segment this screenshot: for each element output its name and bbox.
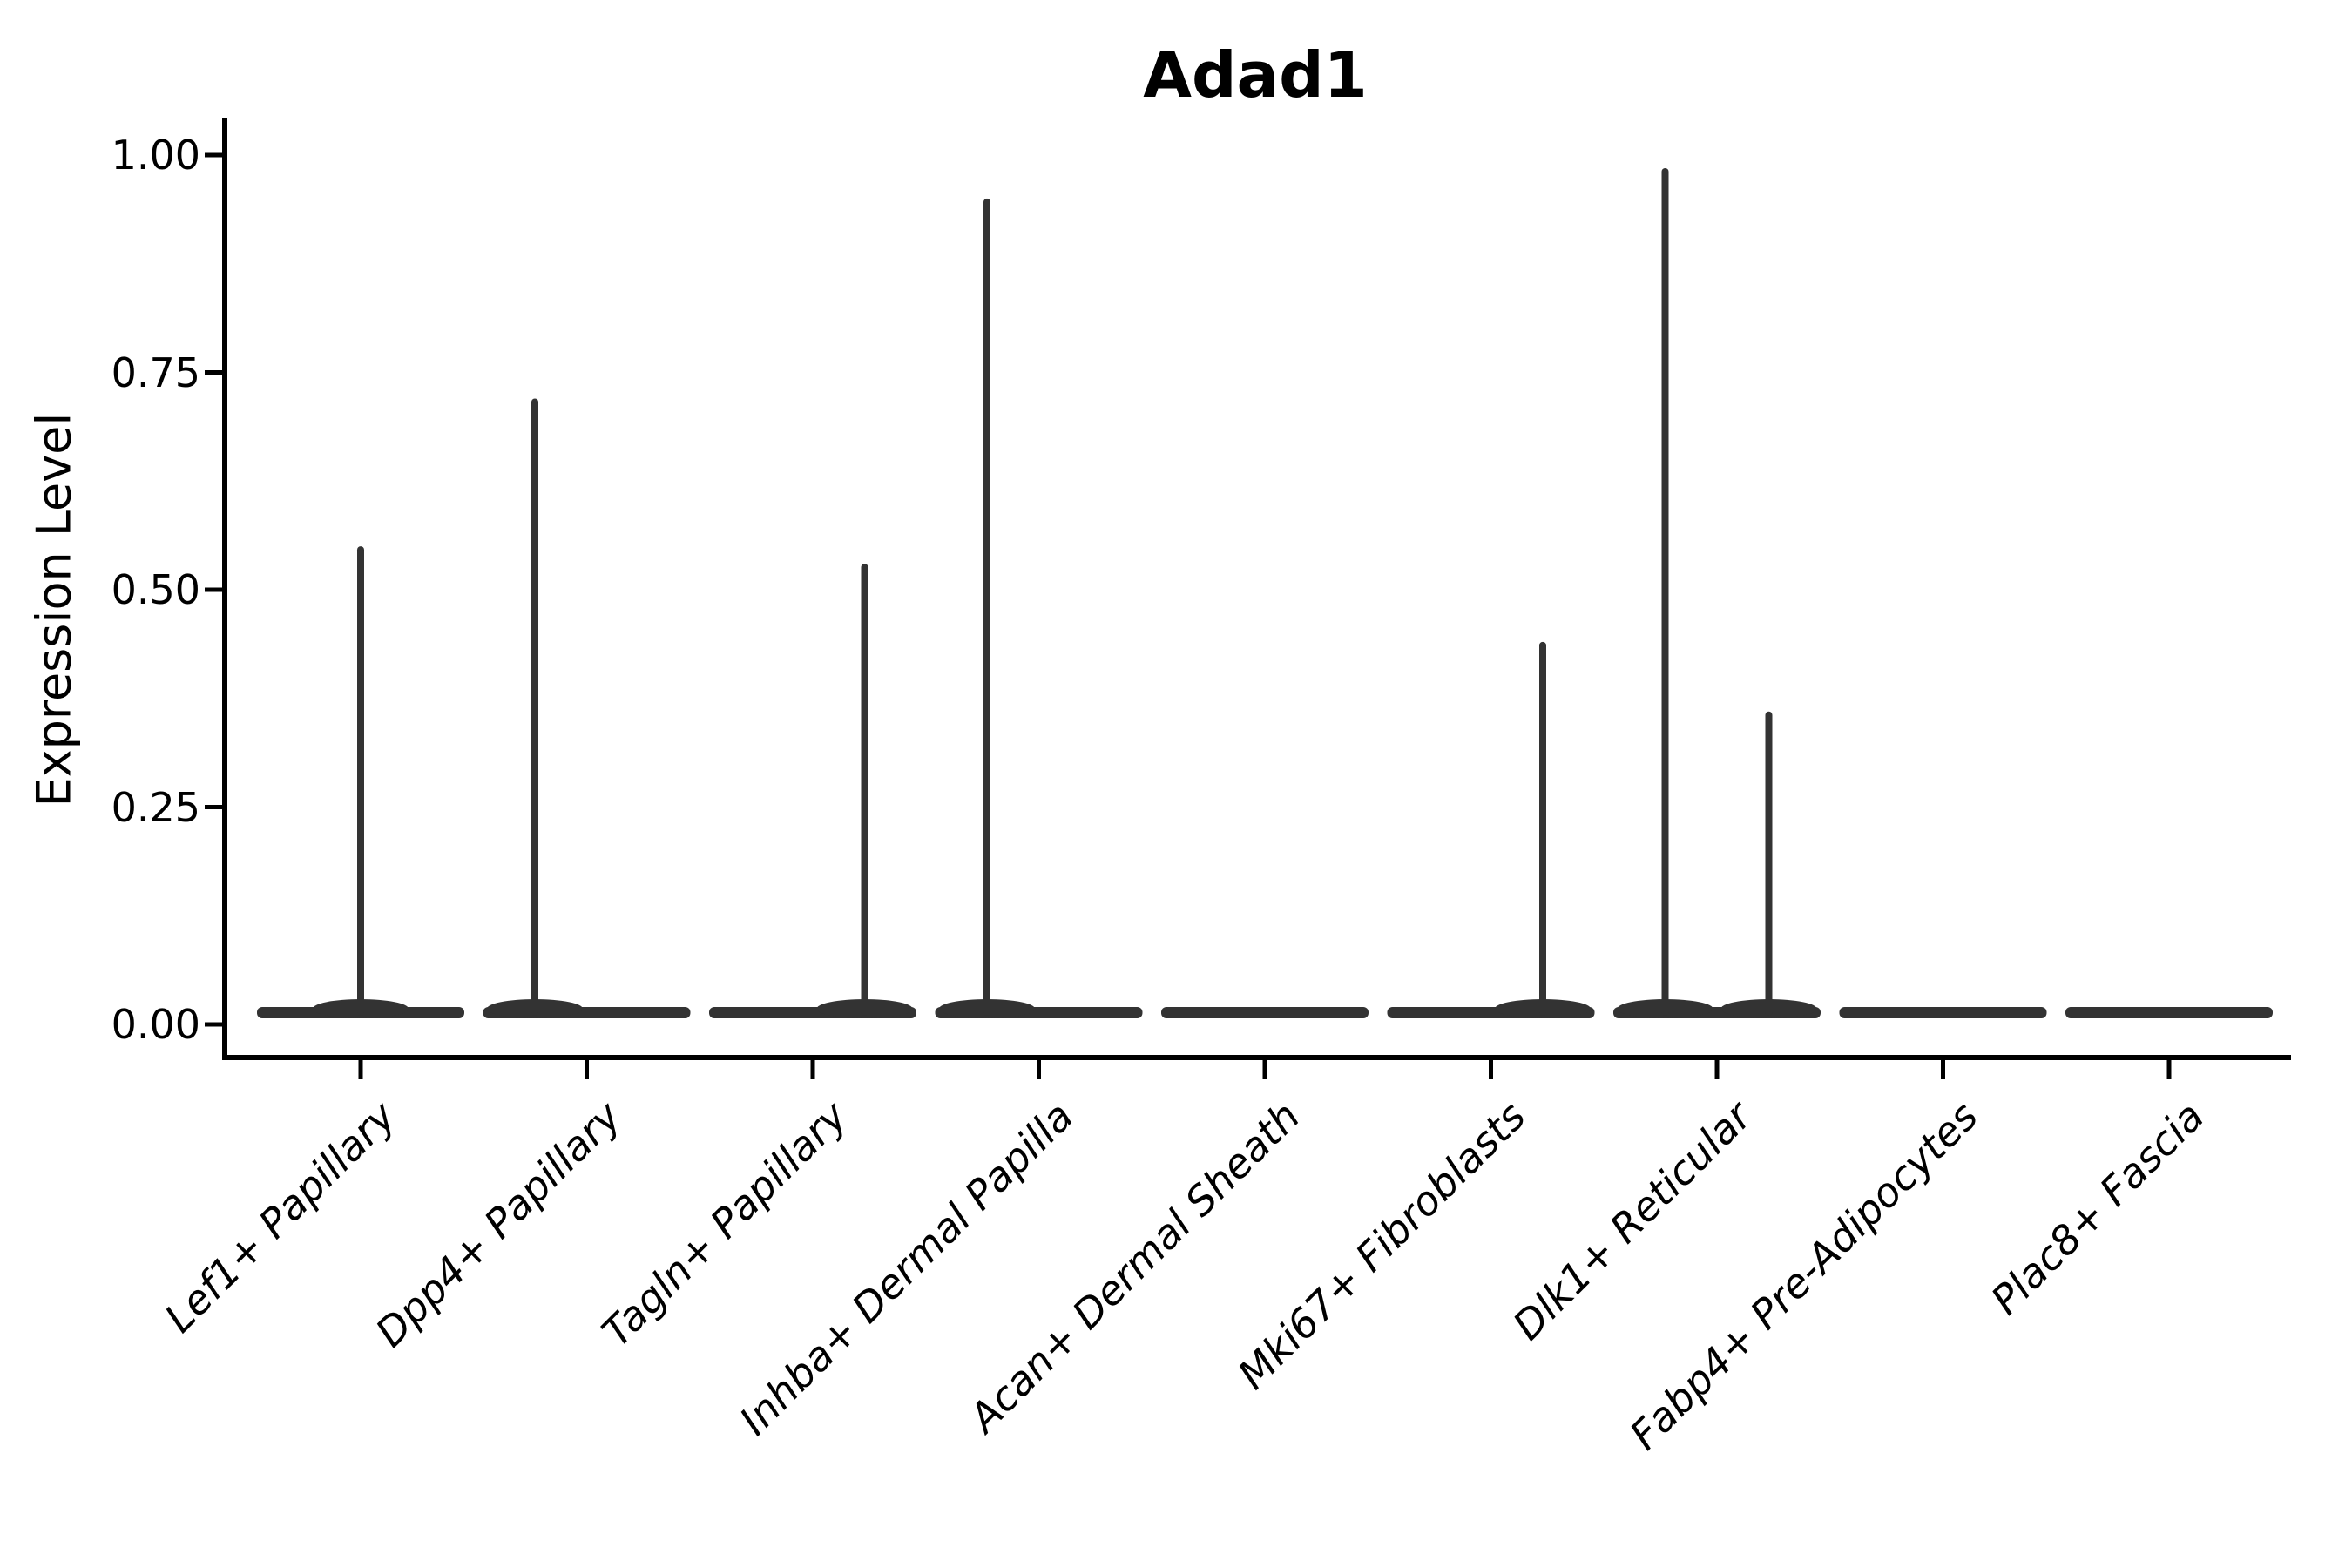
x-tick-mark xyxy=(2166,1060,2172,1079)
y-tick-mark xyxy=(205,587,222,592)
y-tick-label: 0.00 xyxy=(111,1001,200,1048)
violin-base xyxy=(1839,1007,2047,1018)
x-axis-spine xyxy=(222,1055,2291,1060)
x-tick-mark xyxy=(1489,1060,1493,1079)
y-tick-label: 1.00 xyxy=(111,132,200,179)
y-tick-label: 0.50 xyxy=(111,566,200,613)
x-tick-mark xyxy=(1037,1060,1041,1079)
x-tick-mark xyxy=(585,1060,589,1079)
y-tick-label: 0.75 xyxy=(111,348,200,396)
y-tick-mark xyxy=(205,1022,222,1027)
x-tick-mark xyxy=(358,1060,363,1079)
y-axis-spine xyxy=(222,118,227,1060)
y-tick-mark xyxy=(205,152,222,158)
x-tick-mark xyxy=(1714,1060,1720,1079)
chart-title: Adad1 xyxy=(1143,38,1368,112)
x-tick-mark xyxy=(1262,1060,1267,1079)
y-tick-mark xyxy=(205,370,222,375)
violin-base xyxy=(2065,1007,2273,1018)
violin-base xyxy=(1161,1007,1369,1018)
x-tick-mark xyxy=(1941,1060,1945,1079)
x-tick-mark xyxy=(810,1060,815,1079)
y-tick-label: 0.25 xyxy=(111,783,200,831)
y-tick-mark xyxy=(205,805,222,809)
